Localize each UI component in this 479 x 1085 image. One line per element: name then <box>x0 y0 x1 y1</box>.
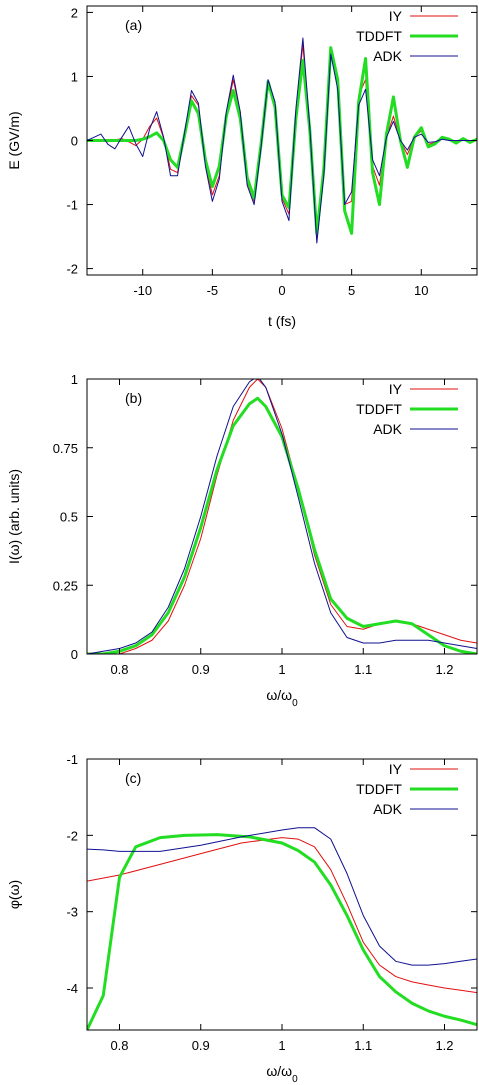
x-axis-label-subscript: 0 <box>292 698 298 709</box>
series-group <box>87 37 477 244</box>
legend-label-tddft: TDDFT <box>356 28 402 44</box>
x-tick-label: 0.9 <box>192 1038 210 1053</box>
series-line-iy <box>87 43 477 241</box>
y-tick-label: 1 <box>71 69 78 84</box>
chart-panel-3: 0.8 0.9 1 1.1 1.2 -4 -3 -2 -1 (c) ω/ω0 φ(ω) IY TDDFT A… <box>6 752 478 1085</box>
x-axis-label-subscript: 0 <box>292 1074 298 1085</box>
legend: IY TDDFT ADK <box>356 381 458 437</box>
x-tick-label: 1 <box>278 662 285 677</box>
series-line-tddft <box>87 46 477 235</box>
y-tick-label: -4 <box>66 981 78 996</box>
legend: IY TDDFT ADK <box>356 761 458 817</box>
panel-label: (a) <box>125 17 142 33</box>
x-axis-label: t (fs) <box>268 313 296 329</box>
legend-label-tddft: TDDFT <box>356 781 402 797</box>
x-tick-label: 0.9 <box>192 662 210 677</box>
series-group <box>87 827 477 1030</box>
legend-label-iy: IY <box>389 381 403 397</box>
y-tick-label: 1 <box>71 372 78 387</box>
x-tick-label: 1.2 <box>435 662 453 677</box>
x-tick-label: 5 <box>348 283 355 298</box>
x-tick-label: 1.2 <box>435 1038 453 1053</box>
series-line-tddft <box>87 396 477 654</box>
x-tick-label: 0.8 <box>110 662 128 677</box>
legend-label-adk: ADK <box>373 48 402 64</box>
y-axis-label: E (GV/m) <box>6 111 22 169</box>
y-tick-label: 0.25 <box>53 578 78 593</box>
legend-label-tddft: TDDFT <box>356 401 402 417</box>
legend-label-iy: IY <box>389 8 403 24</box>
x-tick-label: 0.8 <box>110 1038 128 1053</box>
x-axis-label: ω/ω0 <box>266 687 298 709</box>
series-line-iy <box>87 837 477 994</box>
series-line-tddft <box>87 833 477 1030</box>
y-axis-label: φ(ω) <box>6 880 22 909</box>
legend-label-iy: IY <box>389 761 403 777</box>
y-tick-label: 0 <box>71 134 78 149</box>
x-axis-label: ω/ω0 <box>266 1063 298 1085</box>
x-tick-label: 0 <box>278 283 285 298</box>
plot-frame <box>86 378 478 655</box>
legend-label-adk: ADK <box>373 801 402 817</box>
x-tick-label: 1.1 <box>354 1038 372 1053</box>
y-tick-label: -2 <box>66 828 78 843</box>
y-tick-label: 0.5 <box>60 510 78 525</box>
series-group <box>87 379 477 654</box>
series-line-adk <box>87 827 477 966</box>
x-tick-label: -10 <box>133 283 152 298</box>
y-tick-label: 0 <box>71 647 78 662</box>
x-tick-label: 1 <box>278 1038 285 1053</box>
panel-label: (b) <box>125 390 142 406</box>
y-tick-label: -3 <box>66 905 78 920</box>
y-tick-label: 2 <box>71 5 78 20</box>
y-tick-label: -1 <box>66 198 78 213</box>
panel-label: (c) <box>125 770 141 786</box>
legend: IY TDDFT ADK <box>356 8 458 64</box>
x-tick-label: -5 <box>207 283 219 298</box>
y-axis-label: I(ω) (arb. units) <box>6 469 22 564</box>
legend-label-adk: ADK <box>373 421 402 437</box>
x-tick-label: 10 <box>414 283 428 298</box>
plot-frame <box>86 758 478 1031</box>
x-tick-label: 1.1 <box>354 662 372 677</box>
chart-panel-2: 0.8 0.9 1 1.1 1.2 0 0.25 0.5 0.75 1 (b) ω/ω0 I(ω) (a… <box>6 372 478 709</box>
y-tick-label: -1 <box>66 752 78 767</box>
y-tick-label: -2 <box>66 262 78 277</box>
y-tick-label: 0.75 <box>53 441 78 456</box>
series-line-iy <box>87 379 477 654</box>
plot-frame <box>86 5 478 276</box>
series-line-adk <box>87 37 477 244</box>
series-line-adk <box>87 379 477 654</box>
